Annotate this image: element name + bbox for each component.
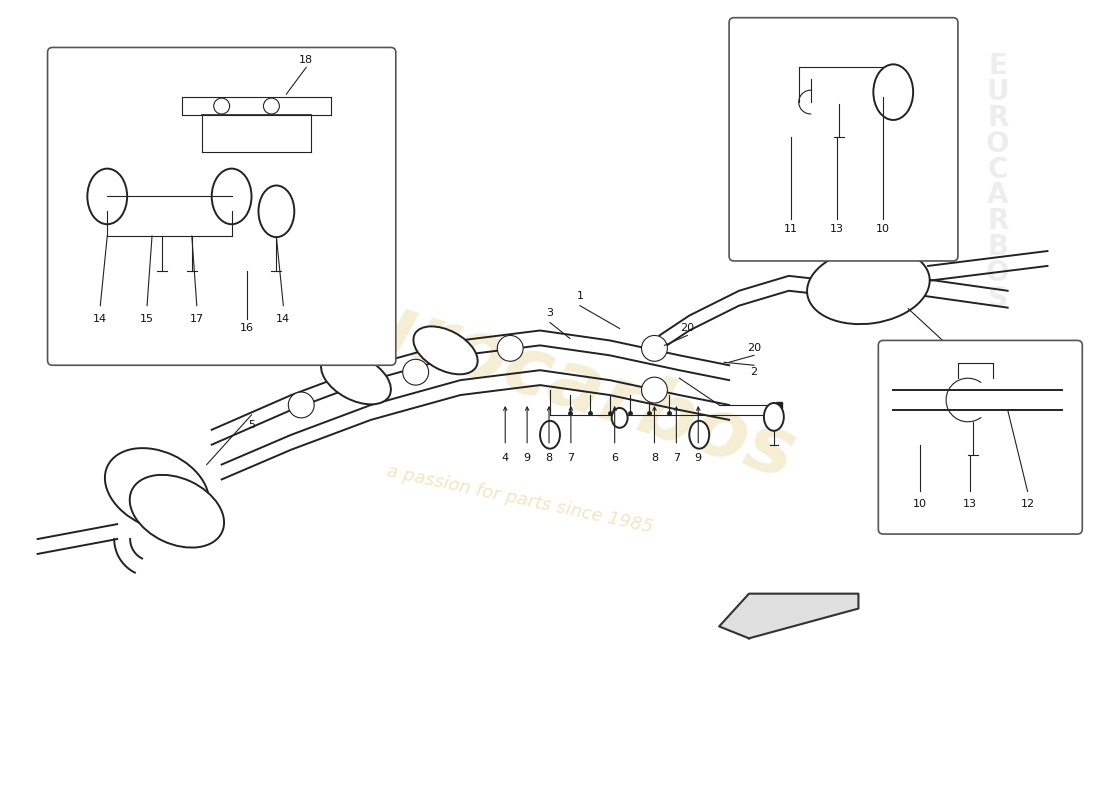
Circle shape — [641, 335, 668, 362]
Polygon shape — [719, 594, 858, 638]
Ellipse shape — [258, 186, 295, 237]
Text: 4: 4 — [502, 453, 509, 462]
Text: 13: 13 — [829, 224, 844, 234]
FancyBboxPatch shape — [47, 47, 396, 366]
Circle shape — [403, 359, 429, 385]
Text: 3: 3 — [547, 308, 553, 318]
Text: 5: 5 — [248, 420, 255, 430]
Ellipse shape — [873, 64, 913, 120]
Text: 6: 6 — [612, 453, 618, 462]
Text: 14: 14 — [94, 314, 108, 323]
Ellipse shape — [763, 403, 784, 430]
Ellipse shape — [104, 448, 209, 530]
Ellipse shape — [211, 169, 252, 224]
Text: 18: 18 — [299, 55, 314, 66]
Text: 10: 10 — [913, 499, 927, 510]
FancyBboxPatch shape — [878, 341, 1082, 534]
Text: 8: 8 — [546, 453, 552, 462]
Text: 7: 7 — [673, 453, 680, 462]
Ellipse shape — [690, 421, 710, 449]
Text: 20: 20 — [747, 343, 761, 354]
Circle shape — [213, 98, 230, 114]
Text: eurocarbos: eurocarbos — [296, 264, 804, 496]
Ellipse shape — [540, 421, 560, 449]
Text: 8: 8 — [651, 453, 658, 462]
Text: 1: 1 — [576, 290, 583, 301]
Ellipse shape — [414, 326, 477, 374]
Text: 10: 10 — [877, 224, 890, 234]
Ellipse shape — [130, 475, 224, 547]
Text: 7: 7 — [568, 453, 574, 462]
Text: 11: 11 — [784, 224, 798, 234]
Text: E
U
R
O
C
A
R
B
O
S: E U R O C A R B O S — [986, 53, 1010, 313]
Ellipse shape — [321, 352, 390, 404]
Text: 12: 12 — [1021, 499, 1035, 510]
Ellipse shape — [612, 408, 628, 428]
Text: a passion for parts since 1985: a passion for parts since 1985 — [385, 462, 654, 536]
Circle shape — [641, 377, 668, 403]
Ellipse shape — [87, 169, 128, 224]
Text: 20: 20 — [680, 323, 694, 334]
Text: 13: 13 — [962, 499, 977, 510]
Text: 9: 9 — [695, 453, 702, 462]
Circle shape — [264, 98, 279, 114]
Circle shape — [497, 335, 524, 362]
Text: 15: 15 — [140, 314, 154, 323]
Text: 14: 14 — [276, 314, 290, 323]
Text: 16: 16 — [240, 323, 253, 334]
Ellipse shape — [807, 247, 930, 324]
Text: 2: 2 — [750, 367, 758, 377]
Text: 9: 9 — [524, 453, 530, 462]
Text: 17: 17 — [189, 314, 204, 323]
FancyBboxPatch shape — [729, 18, 958, 261]
Circle shape — [288, 392, 315, 418]
